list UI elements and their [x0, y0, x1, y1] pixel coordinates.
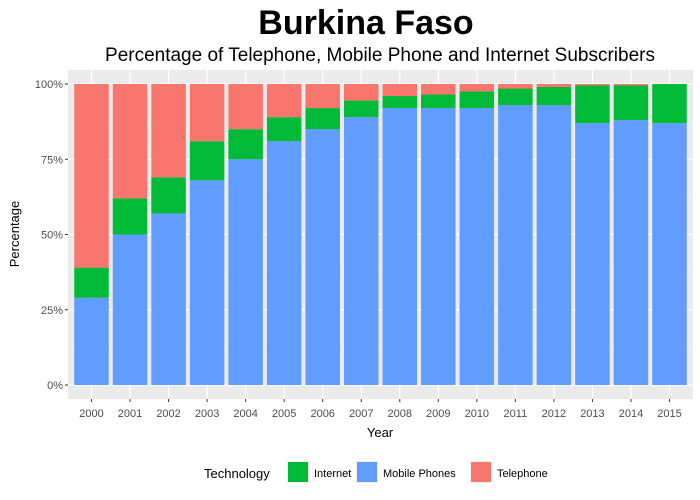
bar-segment-telephone [112, 84, 148, 199]
bar-segment-telephone [228, 84, 263, 130]
bar-segment-mobile-phones [421, 108, 456, 385]
y-tick-label: 100% [35, 79, 63, 91]
bar-segment-internet [343, 100, 379, 118]
legend-label: Internet [314, 468, 351, 480]
x-tick-label: 2000 [79, 408, 103, 420]
bar-segment-internet [112, 198, 148, 235]
bar-segment-mobile-phones [189, 180, 225, 385]
y-tick-label: 25% [41, 305, 63, 317]
bar-segment-mobile-phones [266, 141, 302, 385]
bar-segment-telephone [536, 84, 572, 88]
bar-segment-internet [459, 91, 495, 109]
bar-segment-mobile-phones [305, 129, 340, 385]
y-axis: 0% 25% 50% 75% 100% [35, 79, 68, 392]
legend-label: Mobile Phones [383, 468, 456, 480]
bars [74, 84, 687, 386]
bar-segment-telephone [613, 84, 649, 86]
y-tick-label: 0% [47, 380, 63, 392]
bar-segment-internet [74, 267, 109, 298]
bar-segment-mobile-phones [613, 120, 649, 386]
bar-segment-mobile-phones [382, 108, 418, 385]
x-axis-title: Year [367, 425, 394, 440]
chart-title: Burkina Faso [258, 4, 473, 42]
bar-segment-internet [652, 84, 687, 124]
bar-segment-mobile-phones [343, 117, 379, 386]
bar-segment-telephone [305, 84, 340, 109]
bar-segment-mobile-phones [575, 123, 610, 385]
bar-segment-internet [498, 88, 533, 106]
bar-segment-telephone [189, 84, 225, 142]
bar-segment-mobile-phones [228, 159, 263, 385]
bar-segment-internet [305, 108, 340, 130]
x-tick-label: 2015 [657, 408, 681, 420]
bar-segment-mobile-phones [536, 105, 572, 385]
bar-segment-telephone [459, 84, 495, 92]
bar-segment-mobile-phones [498, 105, 533, 385]
legend: Technology Internet Mobile Phones Telephon… [204, 461, 548, 483]
x-tick-label: 2010 [465, 408, 489, 420]
x-tick-label: 2003 [195, 408, 219, 420]
bar-segment-telephone [498, 84, 533, 89]
x-tick-label: 2014 [619, 408, 643, 420]
x-axis: 2000 2001 2002 2003 2004 2005 2006 2007 2008 2009… [79, 399, 682, 420]
bar-segment-internet [575, 85, 610, 124]
bar-segment-internet [228, 129, 263, 160]
legend-key-mobile-phones [357, 462, 377, 482]
bar-segment-mobile-phones [74, 297, 109, 385]
y-tick-label: 75% [41, 154, 63, 166]
x-tick-label: 2005 [272, 408, 296, 420]
legend-key-telephone [471, 462, 491, 482]
x-tick-label: 2008 [388, 408, 412, 420]
bar-segment-internet [536, 87, 572, 106]
x-tick-label: 2006 [310, 408, 334, 420]
bar-segment-internet [421, 94, 456, 109]
x-tick-label: 2011 [504, 408, 528, 420]
chart-subtitle: Percentage of Telephone, Mobile Phone an… [105, 45, 655, 66]
bar-segment-telephone [266, 84, 302, 118]
x-tick-label: 2012 [542, 408, 566, 420]
x-tick-label: 2004 [233, 408, 257, 420]
bar-segment-internet [151, 177, 186, 214]
bar-segment-telephone [151, 84, 186, 178]
bar-segment-telephone [343, 84, 379, 101]
y-tick-label: 50% [41, 230, 63, 242]
x-tick-label: 2007 [349, 408, 373, 420]
legend-label: Telephone [497, 468, 548, 480]
bar-segment-telephone [74, 84, 109, 268]
bar-segment-internet [382, 96, 418, 109]
bar-segment-internet [189, 141, 225, 181]
bar-segment-telephone [575, 84, 610, 86]
x-tick-label: 2009 [426, 408, 450, 420]
legend-title: Technology [204, 466, 270, 481]
bar-segment-mobile-phones [112, 234, 148, 385]
y-axis-title: Percentage [7, 201, 22, 268]
x-tick-label: 2013 [580, 408, 604, 420]
bar-segment-mobile-phones [459, 108, 495, 385]
legend-key-internet [288, 462, 308, 482]
bar-segment-internet [613, 85, 649, 121]
bar-segment-internet [266, 117, 302, 142]
x-tick-label: 2001 [118, 408, 142, 420]
bar-segment-mobile-phones [652, 123, 687, 385]
bar-segment-telephone [421, 84, 456, 95]
bar-segment-telephone [382, 84, 418, 97]
x-tick-label: 2002 [156, 408, 180, 420]
bar-segment-mobile-phones [151, 213, 186, 385]
